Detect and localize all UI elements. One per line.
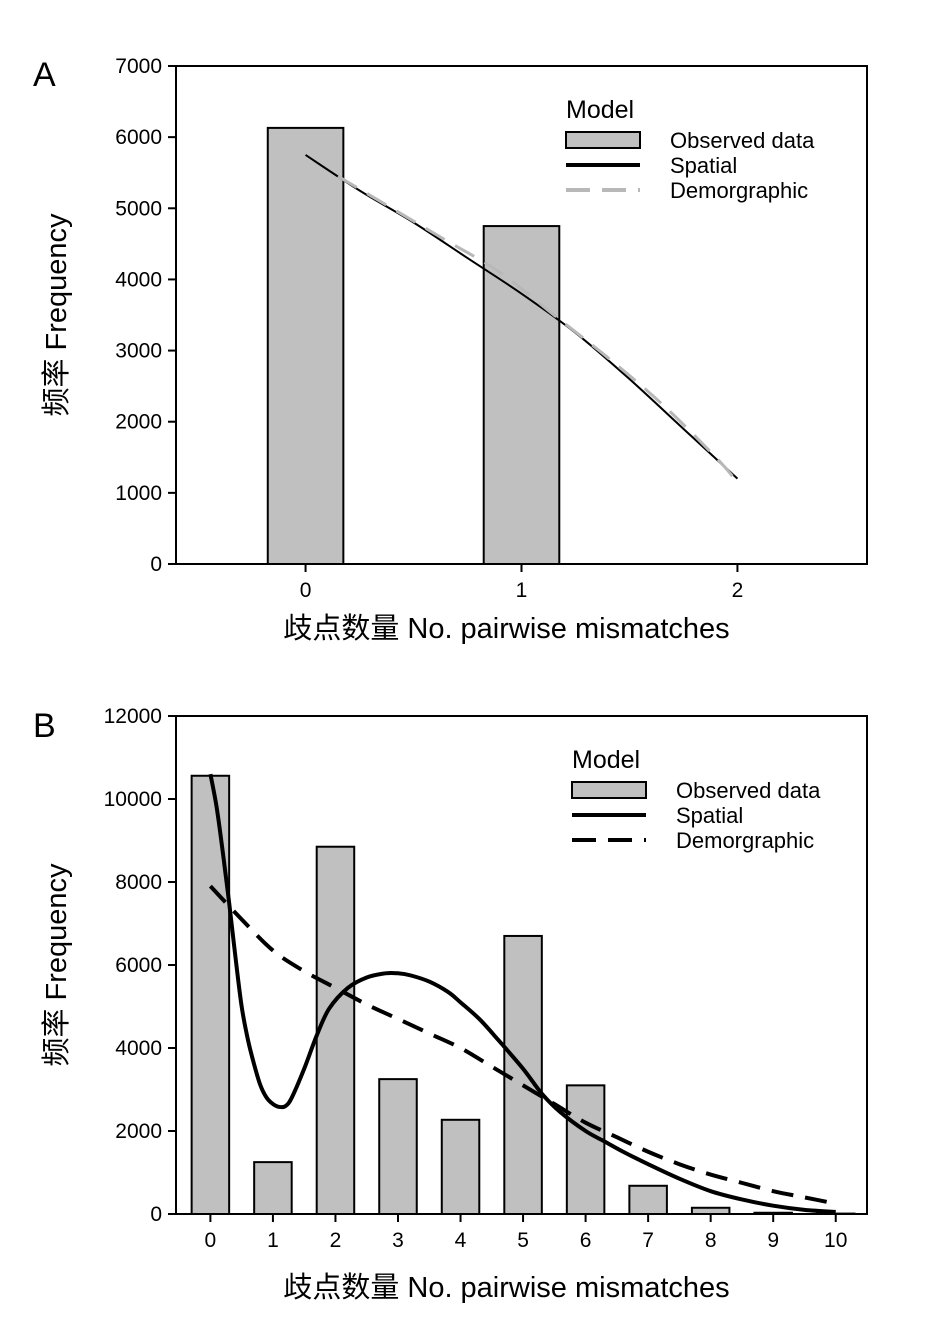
y-tick-label: 4000 xyxy=(115,1037,162,1060)
series-line-spatial xyxy=(208,773,836,1214)
bar xyxy=(253,1161,293,1215)
panel-letter: B xyxy=(33,707,56,745)
y-tick-label: 0 xyxy=(150,553,162,576)
x-tick-label: 0 xyxy=(205,1229,217,1252)
y-tick-label: 7000 xyxy=(115,55,162,78)
x-tick-label: 6 xyxy=(580,1229,592,1252)
legend-label: Spatial xyxy=(676,803,743,828)
y-tick-label: 5000 xyxy=(115,197,162,220)
series-line-demorgraphic xyxy=(337,174,739,484)
y-tick-label: 3000 xyxy=(115,340,162,363)
x-tick-label: 3 xyxy=(392,1229,404,1252)
y-axis-title: 频率 Frequency xyxy=(40,863,73,1067)
bar xyxy=(315,845,356,1215)
bar xyxy=(482,225,561,565)
bar xyxy=(565,1084,606,1215)
y-axis-title: 频率 Frequency xyxy=(40,213,73,417)
x-tick-label: 7 xyxy=(642,1229,654,1252)
x-axis-title: 歧点数量 No. pairwise mismatches xyxy=(283,1271,729,1304)
bar xyxy=(628,1184,668,1216)
legend-label: Demorgraphic xyxy=(676,828,814,853)
legend-title: Model xyxy=(566,96,634,124)
bar xyxy=(440,1118,481,1216)
legend-label: Observed data xyxy=(670,128,815,153)
x-tick-label: 0 xyxy=(300,579,312,602)
x-tick-label: 2 xyxy=(732,579,744,602)
x-tick-label: 2 xyxy=(330,1229,342,1252)
y-tick-label: 6000 xyxy=(115,126,162,149)
x-tick-label: 4 xyxy=(455,1229,467,1252)
y-tick-label: 2000 xyxy=(115,1120,162,1143)
bar xyxy=(378,1078,418,1215)
x-tick-label: 9 xyxy=(767,1229,779,1252)
x-tick-label: 8 xyxy=(705,1229,717,1252)
bar xyxy=(503,934,543,1215)
legend-label: Observed data xyxy=(676,778,821,803)
legend-title: Model xyxy=(572,746,640,774)
y-tick-label: 4000 xyxy=(115,268,162,291)
panel-letter: A xyxy=(33,56,56,94)
y-tick-label: 8000 xyxy=(115,871,162,894)
y-tick-label: 0 xyxy=(150,1203,162,1226)
legend-swatch-observed xyxy=(565,131,641,149)
x-tick-label: 1 xyxy=(267,1229,279,1252)
bar xyxy=(266,126,345,565)
y-tick-label: 6000 xyxy=(115,954,162,977)
bar xyxy=(190,774,231,1215)
legend-label: Spatial xyxy=(670,153,737,178)
legend-swatch-observed xyxy=(571,781,647,799)
x-axis-title: 歧点数量 No. pairwise mismatches xyxy=(283,612,729,645)
y-tick-label: 2000 xyxy=(115,411,162,434)
series-line-demorgraphic xyxy=(208,884,837,1206)
x-tick-label: 10 xyxy=(824,1229,847,1252)
legend-label: Demorgraphic xyxy=(670,178,808,203)
x-tick-label: 5 xyxy=(517,1229,529,1252)
x-tick-label: 1 xyxy=(516,579,528,602)
y-tick-label: 1000 xyxy=(115,482,162,505)
y-tick-label: 10000 xyxy=(104,788,162,811)
panel-b: B 0 2000 4000 6000 8000 10000 12000 0 1 2 3 4 5 6 7 8 9 10… xyxy=(33,705,868,1304)
y-tick-label: 12000 xyxy=(104,705,162,728)
